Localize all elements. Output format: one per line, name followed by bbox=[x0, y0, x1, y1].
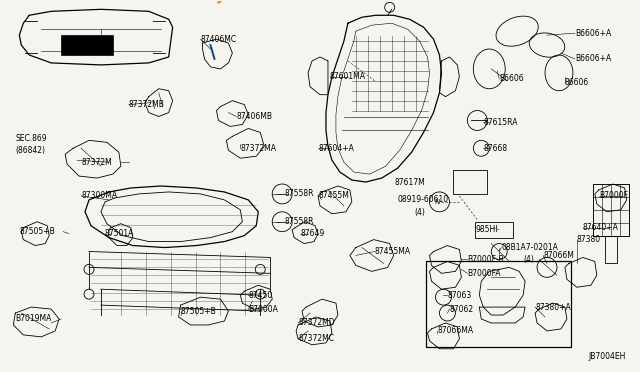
Text: B6606+A: B6606+A bbox=[575, 54, 611, 64]
Text: B7019MA: B7019MA bbox=[15, 314, 52, 324]
Text: SEC.869: SEC.869 bbox=[15, 134, 47, 143]
Text: 87505+B: 87505+B bbox=[19, 227, 55, 236]
Text: 87062: 87062 bbox=[449, 305, 474, 314]
Text: 87668: 87668 bbox=[483, 144, 508, 153]
Text: 87063: 87063 bbox=[447, 291, 472, 300]
Bar bbox=[593, 184, 628, 235]
Text: 87455M: 87455M bbox=[318, 192, 349, 201]
Text: 87601MA: 87601MA bbox=[330, 72, 366, 81]
Text: JB7004EH: JB7004EH bbox=[589, 352, 626, 361]
Text: 87372MC: 87372MC bbox=[298, 334, 334, 343]
Bar bbox=[605, 235, 617, 263]
Text: 87615RA: 87615RA bbox=[483, 118, 518, 127]
Text: (86842): (86842) bbox=[15, 146, 45, 155]
Text: B7000F-B: B7000F-B bbox=[467, 255, 504, 264]
Bar bbox=[476, 222, 513, 238]
Text: 86606: 86606 bbox=[565, 78, 589, 87]
Text: 87558R: 87558R bbox=[284, 189, 314, 198]
Text: (4): (4) bbox=[523, 255, 534, 264]
Text: 87604+A: 87604+A bbox=[318, 144, 354, 153]
Text: 87501A: 87501A bbox=[105, 229, 134, 238]
Text: 87066M: 87066M bbox=[543, 251, 574, 260]
Text: 87372M: 87372M bbox=[81, 158, 112, 167]
Text: 87380: 87380 bbox=[577, 235, 601, 244]
Text: 87066MA: 87066MA bbox=[438, 326, 474, 336]
Text: 87372MD: 87372MD bbox=[298, 318, 335, 327]
Text: 87380+A: 87380+A bbox=[535, 302, 571, 312]
Text: B6606+A: B6606+A bbox=[575, 29, 611, 38]
Text: (4): (4) bbox=[415, 208, 426, 217]
Text: 87558R: 87558R bbox=[284, 217, 314, 226]
Text: 87372MA: 87372MA bbox=[241, 144, 276, 153]
Text: B6606: B6606 bbox=[499, 74, 524, 83]
Bar bbox=[61, 35, 113, 55]
Text: B7000A: B7000A bbox=[248, 305, 278, 314]
Text: 08919-60610: 08919-60610 bbox=[397, 195, 449, 204]
Text: B7000FA: B7000FA bbox=[467, 269, 501, 278]
Text: 87617M: 87617M bbox=[395, 177, 426, 186]
Text: 87372MB: 87372MB bbox=[129, 100, 164, 109]
Text: 87455MA: 87455MA bbox=[375, 247, 411, 256]
Text: 985HI: 985HI bbox=[476, 225, 498, 234]
Text: B7000F: B7000F bbox=[599, 192, 628, 201]
Text: 87406MB: 87406MB bbox=[236, 112, 273, 121]
Text: 08B1A7-0201A: 08B1A7-0201A bbox=[501, 243, 558, 252]
Text: 87649: 87649 bbox=[300, 229, 324, 238]
Text: 87450: 87450 bbox=[248, 291, 273, 300]
Bar bbox=[426, 262, 571, 347]
Text: 87300MA: 87300MA bbox=[81, 192, 117, 201]
Text: 87640+A: 87640+A bbox=[583, 223, 619, 232]
Text: 87505+B: 87505+B bbox=[180, 307, 216, 315]
Bar bbox=[453, 170, 487, 194]
Text: 87406MC: 87406MC bbox=[200, 35, 237, 44]
Text: N: N bbox=[435, 199, 440, 205]
